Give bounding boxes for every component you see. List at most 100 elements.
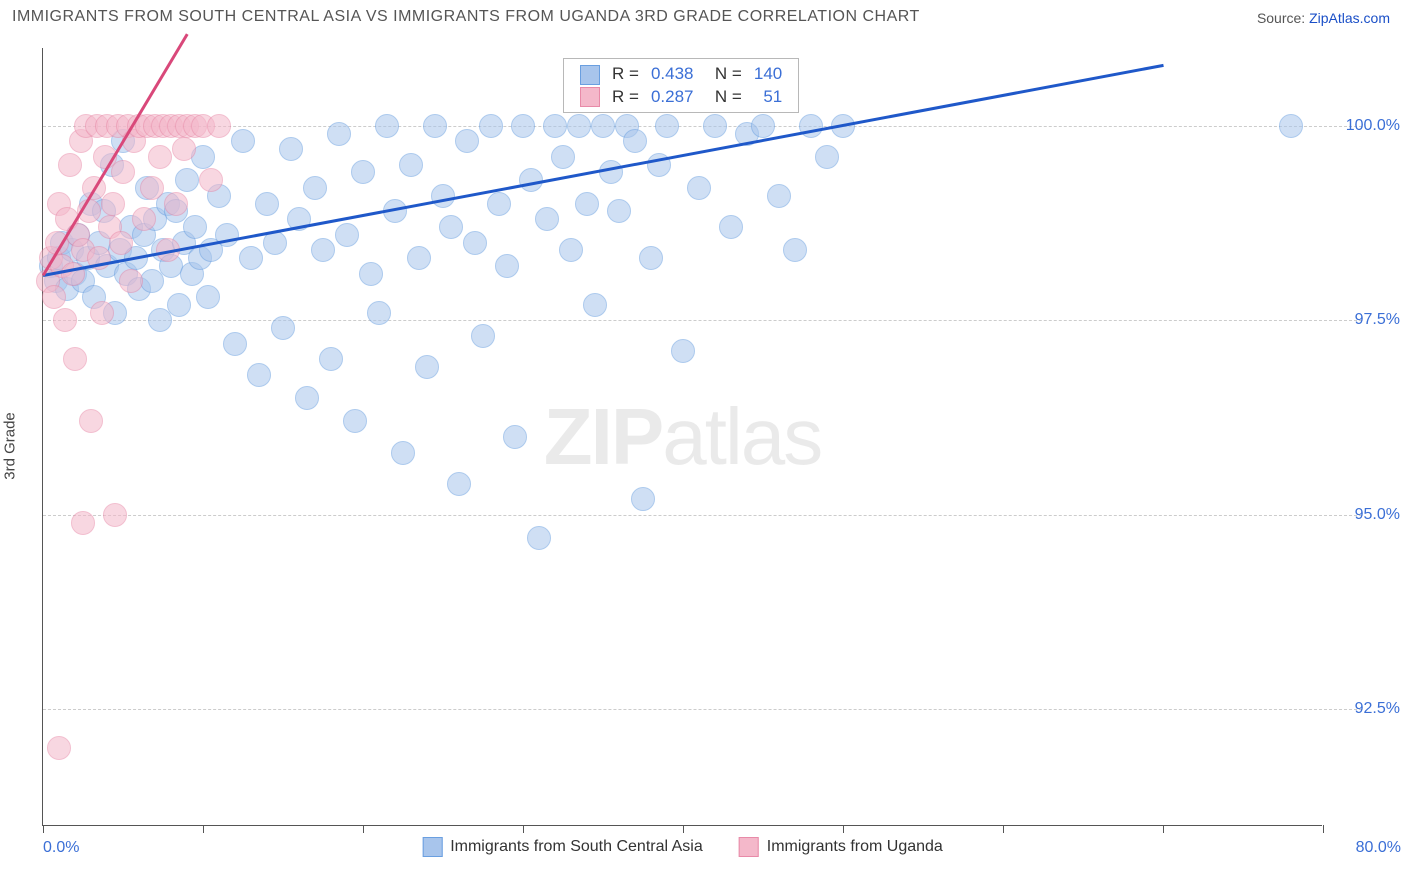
data-point: [815, 145, 839, 169]
legend-swatch: [580, 65, 600, 85]
data-point: [423, 114, 447, 138]
data-point: [164, 192, 188, 216]
data-point: [239, 246, 263, 270]
data-point: [655, 114, 679, 138]
data-point: [140, 176, 164, 200]
legend-swatch: [580, 87, 600, 107]
chart-title: IMMIGRANTS FROM SOUTH CENTRAL ASIA VS IM…: [12, 8, 920, 25]
x-tick: [683, 825, 684, 833]
data-point: [42, 285, 66, 309]
data-point: [271, 316, 295, 340]
y-axis-label: 3rd Grade: [2, 412, 19, 480]
legend-n-label: N =: [699, 86, 747, 109]
data-point: [199, 168, 223, 192]
source-link[interactable]: ZipAtlas.com: [1309, 10, 1390, 26]
data-point: [90, 301, 114, 325]
data-point: [463, 231, 487, 255]
data-point: [623, 129, 647, 153]
x-tick: [43, 825, 44, 833]
data-point: [343, 409, 367, 433]
x-tick-label: 0.0%: [43, 839, 79, 857]
data-point: [79, 409, 103, 433]
data-point: [167, 293, 191, 317]
data-point: [359, 262, 383, 286]
data-point: [407, 246, 431, 270]
data-point: [703, 114, 727, 138]
data-point: [439, 215, 463, 239]
data-point: [327, 122, 351, 146]
data-point: [303, 176, 327, 200]
scatter-plot-area: ZIPatlas R =0.438 N =140R =0.287 N =51 I…: [42, 48, 1322, 826]
y-tick-label: 92.5%: [1330, 700, 1400, 718]
x-tick: [1163, 825, 1164, 833]
gridline: [43, 320, 1362, 321]
legend-swatch: [422, 837, 442, 857]
data-point: [551, 145, 575, 169]
data-point: [559, 238, 583, 262]
data-point: [719, 215, 743, 239]
data-point: [599, 160, 623, 184]
data-point: [175, 168, 199, 192]
data-point: [58, 153, 82, 177]
x-tick-label: 80.0%: [1356, 839, 1401, 857]
x-tick: [203, 825, 204, 833]
legend-n-value: 51: [748, 86, 788, 109]
data-point: [1279, 114, 1303, 138]
data-point: [495, 254, 519, 278]
data-point: [511, 114, 535, 138]
data-point: [391, 441, 415, 465]
data-point: [335, 223, 359, 247]
legend-n-label: N =: [699, 63, 747, 86]
data-point: [279, 137, 303, 161]
legend-r-value: 0.287: [645, 86, 700, 109]
x-tick: [843, 825, 844, 833]
data-point: [543, 114, 567, 138]
data-point: [109, 231, 133, 255]
y-tick-label: 95.0%: [1330, 506, 1400, 524]
data-point: [231, 129, 255, 153]
data-point: [591, 114, 615, 138]
legend-r-label: R =: [606, 86, 645, 109]
source-label: Source:: [1257, 10, 1305, 26]
legend-r-value: 0.438: [645, 63, 700, 86]
data-point: [751, 114, 775, 138]
data-point: [575, 192, 599, 216]
legend-r-label: R =: [606, 63, 645, 86]
data-point: [255, 192, 279, 216]
data-point: [687, 176, 711, 200]
y-tick-label: 100.0%: [1330, 117, 1400, 135]
legend-row: R =0.438 N =140: [574, 63, 788, 86]
data-point: [375, 114, 399, 138]
gridline: [43, 709, 1362, 710]
chart-header: IMMIGRANTS FROM SOUTH CENTRAL ASIA VS IM…: [0, 0, 1406, 40]
legend-item: Immigrants from South Central Asia: [422, 837, 703, 857]
data-point: [767, 184, 791, 208]
data-point: [61, 262, 85, 286]
data-point: [487, 192, 511, 216]
series-legend: Immigrants from South Central Asia Immigr…: [422, 837, 943, 857]
data-point: [535, 207, 559, 231]
data-point: [351, 160, 375, 184]
data-point: [631, 487, 655, 511]
y-tick-label: 97.5%: [1330, 311, 1400, 329]
x-tick: [1323, 825, 1324, 833]
data-point: [471, 324, 495, 348]
data-point: [479, 114, 503, 138]
data-point: [47, 736, 71, 760]
data-point: [196, 285, 220, 309]
data-point: [247, 363, 271, 387]
data-point: [172, 137, 196, 161]
x-tick: [363, 825, 364, 833]
data-point: [119, 269, 143, 293]
data-point: [63, 347, 87, 371]
data-point: [132, 207, 156, 231]
legend-series-name: Immigrants from Uganda: [767, 838, 943, 855]
data-point: [103, 503, 127, 527]
data-point: [223, 332, 247, 356]
data-point: [527, 526, 551, 550]
data-point: [311, 238, 335, 262]
data-point: [639, 246, 663, 270]
legend-row: R =0.287 N =51: [574, 86, 788, 109]
data-point: [183, 215, 207, 239]
x-tick: [523, 825, 524, 833]
